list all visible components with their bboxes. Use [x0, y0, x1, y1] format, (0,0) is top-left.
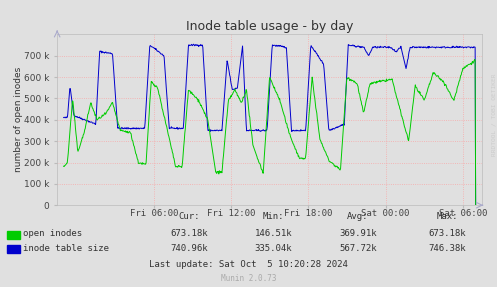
- Text: Last update: Sat Oct  5 10:20:28 2024: Last update: Sat Oct 5 10:20:28 2024: [149, 259, 348, 269]
- Text: 740.96k: 740.96k: [170, 244, 208, 253]
- Text: 673.18k: 673.18k: [428, 229, 466, 238]
- Title: Inode table usage - by day: Inode table usage - by day: [186, 20, 353, 33]
- Text: Cur:: Cur:: [178, 212, 200, 221]
- Text: inode table size: inode table size: [23, 244, 109, 253]
- Text: RRDTOOL / TOBI OETIKER: RRDTOOL / TOBI OETIKER: [491, 73, 496, 156]
- Text: Avg:: Avg:: [347, 212, 369, 221]
- Text: 746.38k: 746.38k: [428, 244, 466, 253]
- Text: open inodes: open inodes: [23, 229, 83, 238]
- Y-axis label: number of open inodes: number of open inodes: [14, 67, 23, 172]
- Text: 335.04k: 335.04k: [254, 244, 292, 253]
- Text: Munin 2.0.73: Munin 2.0.73: [221, 274, 276, 283]
- Text: 673.18k: 673.18k: [170, 229, 208, 238]
- Text: Min:: Min:: [262, 212, 284, 221]
- Text: Max:: Max:: [436, 212, 458, 221]
- Text: 369.91k: 369.91k: [339, 229, 377, 238]
- Text: 146.51k: 146.51k: [254, 229, 292, 238]
- Text: 567.72k: 567.72k: [339, 244, 377, 253]
